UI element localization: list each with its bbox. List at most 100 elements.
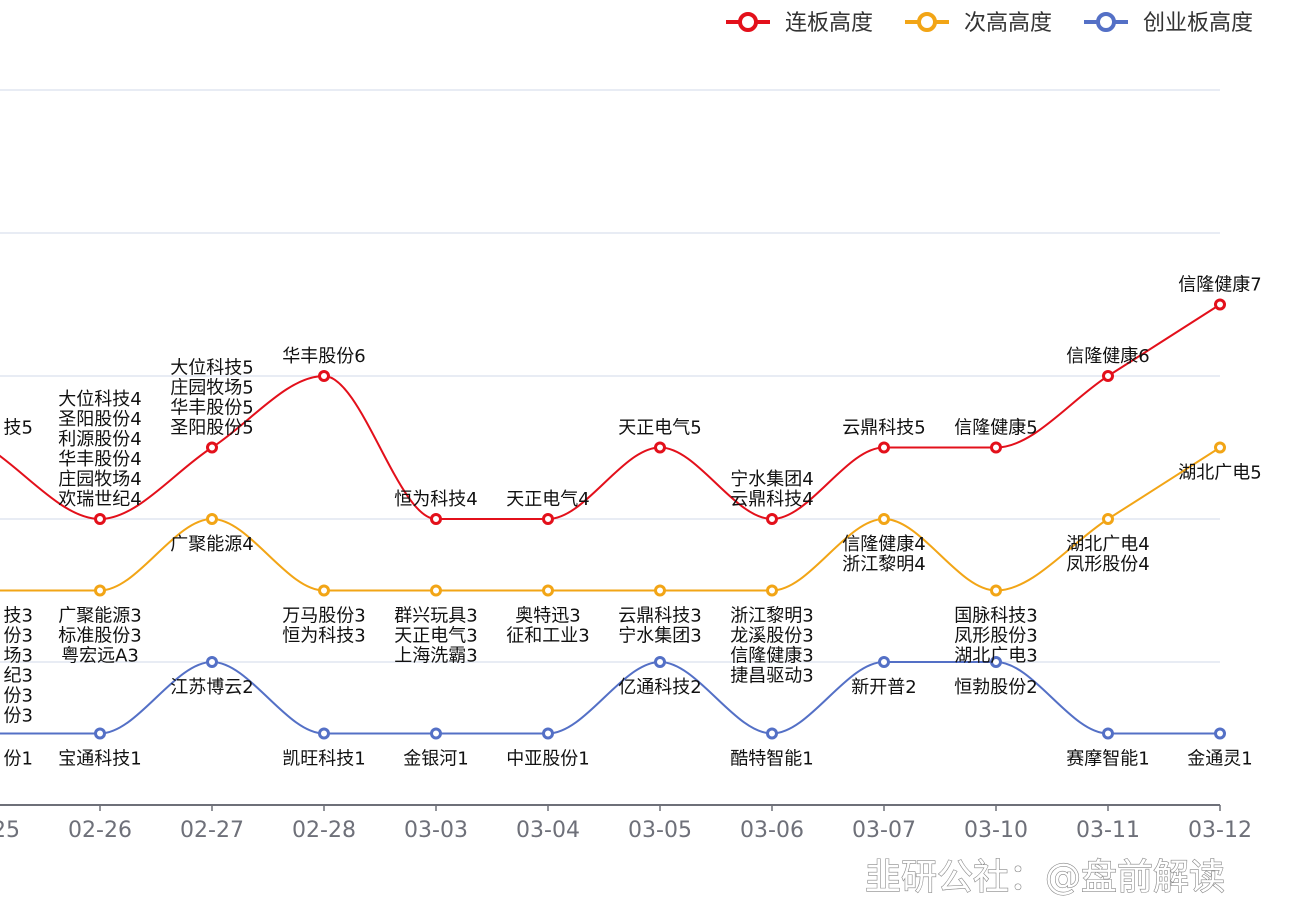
data-point	[654, 656, 666, 668]
x-axis-label: 02-27	[180, 818, 244, 843]
data-point	[990, 584, 1002, 597]
data-point	[990, 656, 1002, 668]
x-axis-label: 03-07	[852, 818, 916, 843]
data-label: 华丰股份5	[170, 398, 253, 419]
data-label: 湖北广电3	[954, 646, 1037, 667]
data-label: 标准股份3	[58, 626, 141, 647]
data-label: 征和工业3	[506, 626, 589, 647]
data-label: 中亚股份1	[506, 749, 589, 770]
x-axis-label: 03-11	[1076, 818, 1140, 843]
data-point	[430, 513, 442, 525]
x-axis-label: 02-28	[292, 818, 356, 843]
data-label: 金银河1	[403, 749, 468, 770]
data-label: 龙溪股份3	[730, 626, 813, 647]
data-point	[206, 513, 218, 525]
legend-label: 次高高度	[964, 11, 1052, 36]
data-point	[542, 513, 554, 525]
legend-circle-icon	[917, 12, 937, 32]
data-point	[878, 441, 890, 454]
legend-item[interactable]: 次高高度	[905, 11, 1052, 36]
data-point	[766, 727, 778, 740]
legend[interactable]: 连板高度 次高高度 创业板高度	[726, 11, 1253, 36]
data-label: 天正电气4	[506, 489, 589, 510]
data-label: 庄园牧场5	[170, 378, 253, 399]
legend-item[interactable]: 创业板高度	[1084, 11, 1253, 36]
x-axis-label: 03-12	[1188, 818, 1252, 843]
data-label: 信隆健康5	[954, 418, 1037, 439]
data-point	[1102, 370, 1114, 382]
watermark: 韭研公社：@盘前解读	[865, 857, 1225, 898]
data-point	[430, 727, 442, 740]
data-point	[430, 584, 442, 597]
data-label: 利源股份4	[58, 429, 141, 450]
data-point	[766, 584, 778, 597]
series-line	[0, 303, 1221, 521]
data-label: 宝通科技1	[58, 749, 141, 770]
legend-item[interactable]: 连板高度	[726, 11, 873, 36]
data-point	[1214, 441, 1226, 454]
data-point	[1102, 727, 1114, 740]
data-label: 群兴玩具3	[394, 606, 477, 627]
data-point	[1214, 298, 1226, 311]
data-label: 天正电气3	[394, 626, 477, 647]
data-label: 粤宏远A3	[61, 646, 139, 667]
series-line	[0, 660, 1220, 735]
data-label: 云鼎科技3	[618, 606, 701, 627]
x-axis-label: 02-26	[68, 818, 132, 843]
grid-lines	[0, 89, 1220, 663]
data-label: 凯旺科技1	[282, 749, 365, 770]
data-point	[654, 441, 666, 454]
data-label: 信隆健康3	[730, 646, 813, 667]
data-label: 凤形股份3	[954, 626, 1037, 647]
data-label: 湖北广电5	[1178, 463, 1261, 484]
data-label: 恒勃股份2	[954, 677, 1037, 698]
data-label: 圣阳股份5	[170, 418, 253, 439]
data-label: 江苏博云2	[170, 677, 253, 698]
data-label: 凤形股份4	[1066, 554, 1149, 575]
data-point	[94, 513, 106, 525]
data-label: 信隆健康6	[1066, 346, 1149, 367]
data-label: 云鼎科技5	[842, 418, 925, 439]
x-axis-label: 03-05	[628, 818, 692, 843]
data-label: 份3	[4, 706, 33, 727]
data-label: 大位科技5	[170, 358, 253, 379]
data-label: 恒为科技4	[394, 489, 477, 510]
data-label: 份3	[4, 686, 33, 707]
data-label: 湖北广电4	[1066, 534, 1149, 555]
data-label: 广聚能源3	[58, 606, 141, 627]
x-axis-label: 03-04	[516, 818, 580, 843]
data-label: 万马股份3	[282, 606, 365, 627]
data-label: 金通灵1	[1187, 749, 1252, 770]
data-label: 新开普2	[851, 677, 916, 698]
data-label: 技3	[4, 606, 33, 627]
data-label: 场3	[4, 646, 33, 667]
data-label: 天正电气5	[618, 418, 701, 439]
data-label: 国脉科技3	[954, 606, 1037, 627]
data-point	[94, 727, 106, 740]
data-label: 华丰股份4	[58, 449, 141, 470]
data-label: 份3	[4, 626, 33, 647]
legend-label: 连板高度	[785, 11, 873, 36]
data-point	[878, 513, 890, 525]
data-label: 上海洗霸3	[394, 646, 477, 667]
x-axis-label: 02-25	[0, 818, 20, 843]
data-label: 宁水集团4	[730, 469, 813, 490]
data-label: 广聚能源4	[170, 534, 253, 555]
data-label: 大位科技4	[58, 389, 141, 410]
data-label: 赛摩智能1	[1066, 749, 1149, 770]
x-axis-label: 03-06	[740, 818, 804, 843]
data-label: 圣阳股份4	[58, 409, 141, 430]
data-label: 捷昌驱动3	[730, 666, 813, 687]
data-point	[318, 584, 330, 597]
data-label: 酷特智能1	[730, 749, 813, 770]
data-point	[878, 656, 890, 668]
legend-label: 创业板高度	[1143, 11, 1253, 36]
data-label: 纪3	[4, 666, 33, 687]
data-point	[94, 584, 106, 597]
x-axis-label: 03-03	[404, 818, 468, 843]
data-point	[766, 513, 778, 525]
data-point	[1214, 727, 1226, 740]
data-point	[318, 727, 330, 740]
